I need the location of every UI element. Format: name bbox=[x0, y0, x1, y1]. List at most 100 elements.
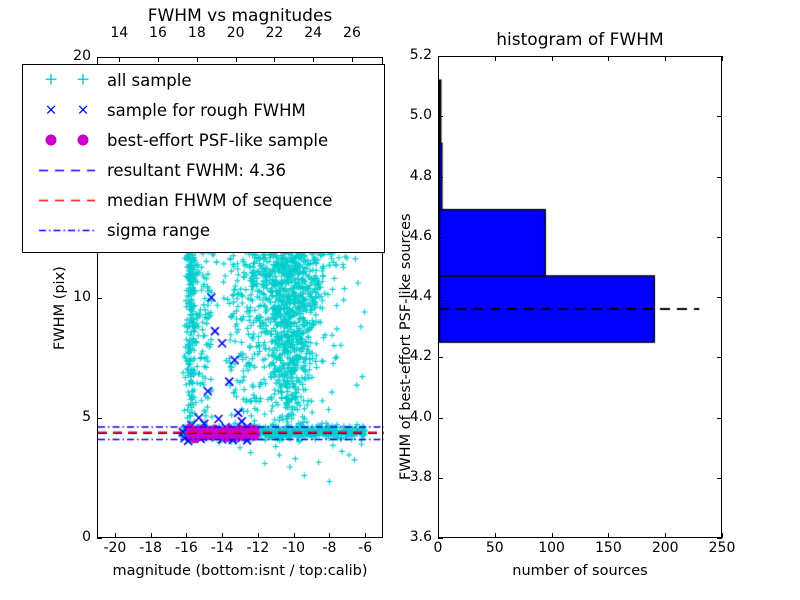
tick-mark bbox=[352, 57, 353, 62]
hist-x-tick-150: 150 bbox=[595, 540, 622, 556]
tick-mark bbox=[438, 56, 439, 61]
tick-mark bbox=[438, 357, 443, 358]
left-bottom-tick--12: -12 bbox=[246, 540, 270, 556]
legend-entry-1[interactable]: × × sample for rough FWHM bbox=[23, 95, 384, 125]
hist-x-tick-200: 200 bbox=[651, 540, 679, 556]
tick-mark bbox=[313, 57, 314, 62]
legend-label: best-effort PSF-like sample bbox=[107, 130, 329, 150]
left-top-tick-24: 24 bbox=[304, 25, 323, 41]
hist-y-tick-3.6: 3.6 bbox=[409, 529, 432, 545]
hist-y-tick-4.6: 4.6 bbox=[409, 227, 432, 244]
tick-mark bbox=[717, 237, 722, 238]
left-y-tick-5: 5 bbox=[82, 408, 91, 425]
tick-mark bbox=[186, 533, 187, 538]
left-bottom-tick--18: -18 bbox=[139, 540, 163, 556]
tick-mark bbox=[115, 533, 116, 538]
tick-mark bbox=[97, 298, 102, 299]
hist-y-tick-4.4: 4.4 bbox=[409, 288, 432, 304]
legend-entry-0[interactable]: + + all sample bbox=[23, 65, 384, 95]
left-y-tick-10: 10 bbox=[73, 288, 91, 305]
left-bottom-tick--6: -6 bbox=[358, 540, 373, 556]
left-y-tick-0: 0 bbox=[82, 529, 91, 545]
tick-mark bbox=[222, 533, 223, 538]
tick-mark bbox=[236, 57, 237, 62]
left-top-tick-18: 18 bbox=[187, 25, 206, 41]
tick-mark bbox=[151, 533, 152, 538]
hist-x-tick-50: 50 bbox=[485, 540, 504, 556]
tick-mark bbox=[717, 478, 722, 479]
hist-xaxis-label: number of sources bbox=[512, 563, 648, 579]
left-bottom-tick--14: -14 bbox=[210, 540, 234, 556]
legend-marker-dashed-icon bbox=[31, 187, 103, 213]
tick-mark bbox=[365, 533, 366, 538]
left-top-tick-14: 14 bbox=[110, 25, 129, 41]
tick-mark bbox=[717, 357, 722, 358]
tick-mark bbox=[438, 297, 443, 298]
tick-mark bbox=[717, 297, 722, 298]
tick-mark bbox=[717, 177, 722, 178]
tick-mark bbox=[495, 56, 496, 61]
tick-mark bbox=[717, 116, 722, 117]
right-panel-title: histogram of FWHM bbox=[496, 30, 664, 50]
histogram-bars bbox=[439, 57, 723, 539]
legend-marker-plus-icon: + + bbox=[43, 69, 91, 90]
tick-mark bbox=[608, 533, 609, 538]
legend-entry-4[interactable]: median FHWM of sequence bbox=[23, 185, 384, 215]
legend-entry-2[interactable]: best-effort PSF-like sample bbox=[23, 125, 384, 155]
hist-y-tick-5: 5.0 bbox=[409, 107, 432, 124]
tick-mark bbox=[438, 116, 443, 117]
tick-mark bbox=[665, 56, 666, 61]
tick-mark bbox=[258, 533, 259, 538]
legend-label: resultant FWHM: 4.36 bbox=[107, 160, 286, 180]
tick-mark bbox=[608, 56, 609, 61]
legend-marker-cross-icon: × × bbox=[44, 100, 90, 119]
hist-y-tick-4.2: 4.2 bbox=[409, 348, 432, 365]
tick-mark bbox=[97, 418, 102, 419]
left-top-tick-26: 26 bbox=[343, 25, 361, 41]
legend-marker-dashed-icon bbox=[31, 157, 103, 183]
hist-y-tick-4.8: 4.8 bbox=[409, 167, 432, 184]
left-xaxis-label: magnitude (bottom:isnt / top:calib) bbox=[112, 563, 368, 579]
tick-mark bbox=[438, 418, 443, 419]
left-bottom-tick--20: -20 bbox=[103, 540, 127, 556]
tick-mark bbox=[717, 56, 722, 57]
tick-mark bbox=[665, 533, 666, 538]
tick-mark bbox=[438, 237, 443, 238]
tick-mark bbox=[329, 533, 330, 538]
hist-y-tick-3.8: 3.8 bbox=[409, 468, 432, 485]
hist-x-tick-100: 100 bbox=[538, 540, 565, 556]
tick-mark bbox=[97, 57, 102, 58]
legend-label: sample for rough FWHM bbox=[107, 100, 306, 120]
hist-yaxis-label: FWHM of best-effort PSF-like sources bbox=[398, 213, 414, 480]
legend-entry-3[interactable]: resultant FWHM: 4.36 bbox=[23, 155, 384, 185]
left-bottom-tick--10: -10 bbox=[282, 540, 306, 556]
tick-mark bbox=[438, 56, 443, 57]
tick-mark bbox=[438, 478, 443, 479]
hist-x-tick-0: 0 bbox=[433, 540, 443, 556]
legend-marker-dot-icon bbox=[31, 127, 103, 153]
tick-mark bbox=[197, 57, 198, 62]
tick-mark bbox=[717, 418, 722, 419]
legend-marker-dashdot-icon bbox=[31, 217, 103, 243]
legend-box[interactable]: + + all sample × × sample for rough FWHM best-… bbox=[22, 64, 385, 253]
tick-mark bbox=[158, 57, 159, 62]
legend-entry-5[interactable]: sigma range bbox=[23, 215, 384, 245]
left-top-tick-22: 22 bbox=[265, 25, 284, 41]
legend-label: all sample bbox=[107, 70, 192, 90]
left-top-tick-20: 20 bbox=[226, 25, 245, 41]
left-panel-title: FWHM vs magnitudes bbox=[147, 6, 333, 26]
tick-mark bbox=[717, 538, 722, 539]
tick-mark bbox=[119, 57, 120, 62]
left-y-tick-20: 20 bbox=[73, 48, 91, 64]
tick-mark bbox=[552, 56, 553, 61]
tick-mark bbox=[722, 56, 723, 61]
tick-mark bbox=[438, 177, 443, 178]
tick-mark bbox=[495, 533, 496, 538]
tick-mark bbox=[552, 533, 553, 538]
tick-mark bbox=[722, 533, 723, 538]
hist-y-tick-4: 4.0 bbox=[409, 408, 432, 425]
left-top-tick-16: 16 bbox=[149, 25, 167, 41]
hist-x-tick-250: 250 bbox=[708, 540, 736, 556]
tick-mark bbox=[274, 57, 275, 62]
